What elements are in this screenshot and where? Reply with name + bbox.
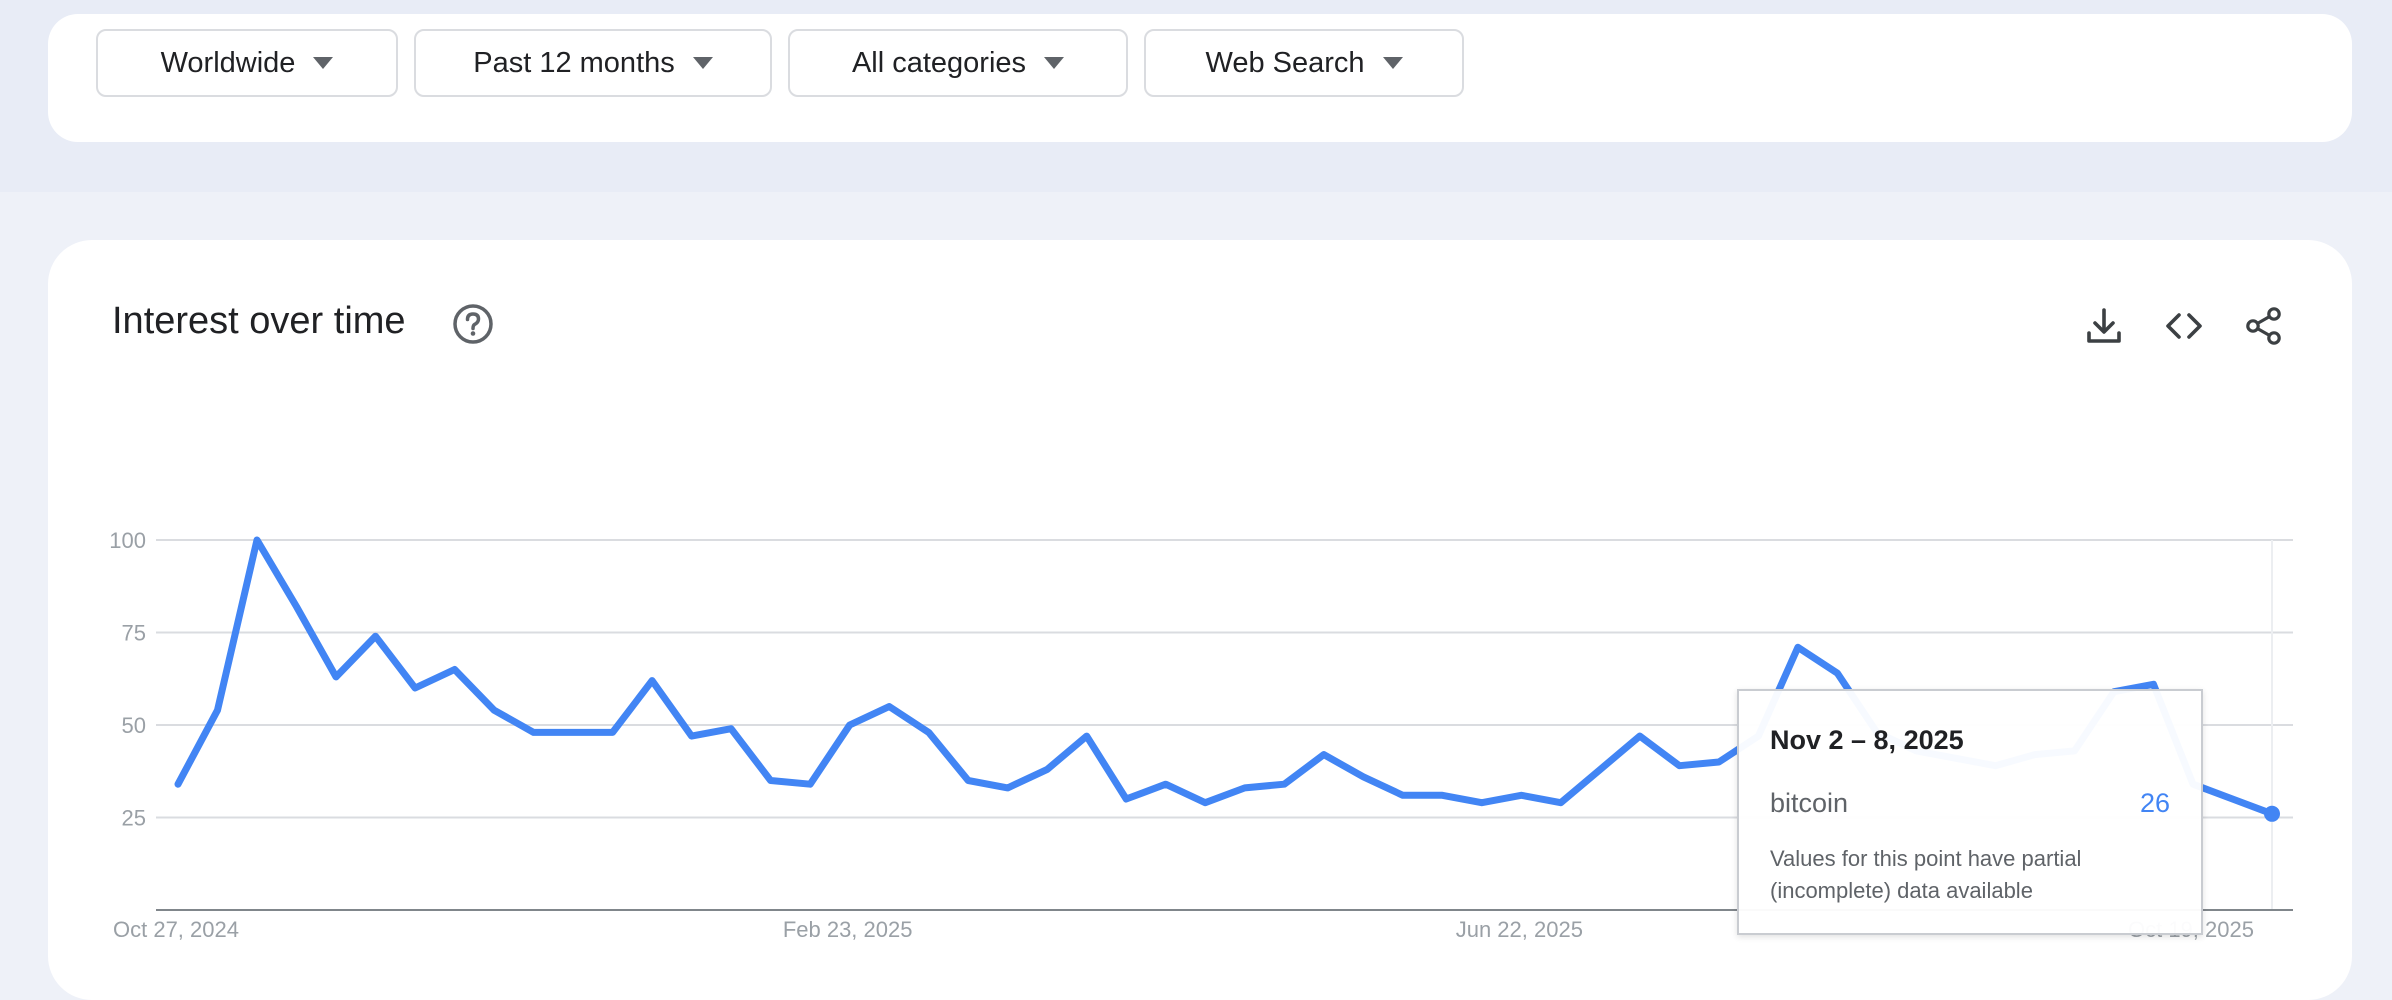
embed-code-icon[interactable] bbox=[2164, 306, 2204, 346]
region-dropdown[interactable]: Worldwide bbox=[96, 29, 398, 97]
highlighted-point bbox=[2264, 805, 2280, 822]
time-range-dropdown[interactable]: Past 12 months bbox=[414, 29, 772, 97]
interest-line-chart: 25 50 75 100 Oct 27, 2024 Feb 23, 2025 Jun 22,… bbox=[109, 528, 2293, 942]
tooltip-value: 26 bbox=[2139, 788, 2170, 818]
caret-down-icon bbox=[1382, 57, 1403, 69]
category-dropdown[interactable]: All categories bbox=[788, 29, 1128, 97]
x-tick-label: Feb 23, 2025 bbox=[783, 917, 913, 942]
region-label: Worldwide bbox=[160, 46, 296, 79]
y-tick-label: 75 bbox=[122, 621, 146, 646]
caret-down-icon bbox=[692, 57, 713, 69]
caret-down-icon bbox=[1044, 57, 1065, 69]
search-type-dropdown[interactable]: Web Search bbox=[1144, 29, 1464, 97]
y-tick-label: 100 bbox=[109, 528, 146, 553]
help-circle-icon[interactable] bbox=[452, 303, 494, 345]
y-tick-label: 25 bbox=[122, 806, 146, 831]
caret-down-icon bbox=[313, 57, 334, 69]
time-range-label: Past 12 months bbox=[473, 46, 675, 79]
tooltip-date: Nov 2 – 8, 2025 bbox=[1770, 725, 1964, 755]
search-type-label: Web Search bbox=[1205, 46, 1365, 79]
tooltip-note: Values for this point have partial (inco… bbox=[1770, 846, 2082, 903]
tooltip-term: bitcoin bbox=[1770, 788, 1849, 818]
x-tick-label: Oct 27, 2024 bbox=[113, 917, 239, 942]
share-icon[interactable] bbox=[2244, 306, 2284, 346]
category-label: All categories bbox=[851, 46, 1027, 79]
point-tooltip: Nov 2 – 8, 2025 bitcoin 26 Values for th… bbox=[1737, 689, 2203, 935]
card-title: Interest over time bbox=[112, 300, 406, 342]
download-icon[interactable] bbox=[2084, 306, 2124, 346]
x-tick-label: Jun 22, 2025 bbox=[1456, 917, 1583, 942]
y-tick-label: 50 bbox=[122, 713, 146, 738]
